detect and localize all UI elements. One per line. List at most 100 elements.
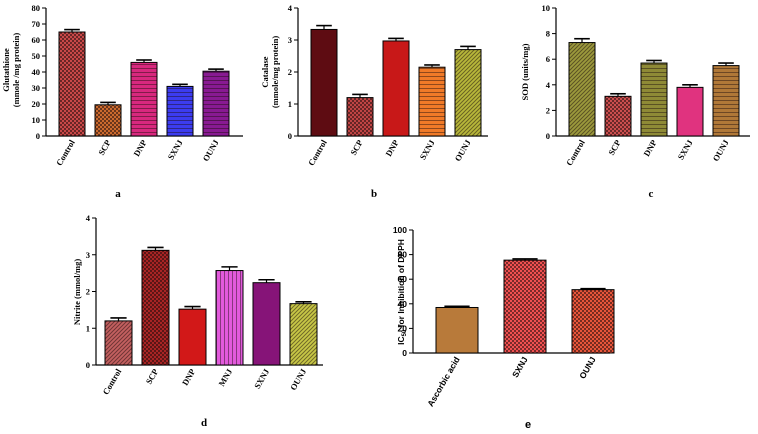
category-label: OUNJ: [201, 137, 222, 163]
category-label: DNP: [180, 367, 197, 387]
y-tick-label: 4: [546, 80, 551, 90]
bar: [676, 86, 704, 137]
bar: [310, 28, 338, 137]
category-label: DNP: [131, 138, 148, 158]
chart-panel-b: 0 1 2 3 4 Control SCP DNP SXNJ OUNJ Catalase (mmo…: [260, 3, 488, 200]
category-label: Control: [54, 137, 77, 167]
bar: [382, 40, 410, 137]
bar: [568, 42, 596, 137]
panel-c-plot: 0 2 4 6 8 10 Control SCP DNP SXNJ OUNJ: [542, 3, 750, 167]
y-tick-label: 10: [542, 3, 551, 13]
panel-a-label: a: [115, 188, 121, 200]
category-label: OUNJ: [577, 355, 598, 381]
category-label: Control: [564, 137, 587, 167]
panel-a-ylabel-line-2: (mmole /mg protein): [11, 33, 21, 108]
bar: [454, 49, 482, 137]
panel-b-ylabel-line-1: Catalase: [260, 56, 270, 87]
panel-b-plot: 0 1 2 3 4 Control SCP DNP SXNJ OUNJ: [288, 3, 488, 167]
bar: [418, 66, 446, 137]
panel-a-ylabel-line-1: Glutathione: [1, 48, 11, 92]
y-tick-label: 1: [288, 99, 292, 109]
bar: [130, 61, 158, 137]
y-tick-label: 100: [393, 225, 407, 235]
chart-panel-c: 0 2 4 6 8 10 Control SCP DNP SXNJ OUNJ SOD (units/…: [520, 3, 750, 200]
y-tick-label: 60: [398, 274, 408, 284]
chart-panel-a: 0 10 20 30 40 50 60 70 80 Control SCP DNP SXNJ OUNJ G…: [1, 3, 243, 200]
y-tick-label: 20: [398, 323, 408, 333]
y-tick-label: 80: [398, 250, 408, 260]
y-tick-label: 3: [86, 250, 90, 260]
y-tick-label: 60: [32, 35, 41, 45]
panel-c-label: c: [649, 188, 654, 200]
y-tick-label: 10: [32, 115, 41, 125]
category-label: OUNJ: [288, 366, 309, 392]
bar: [604, 95, 632, 137]
y-tick-label: 2: [546, 105, 550, 115]
category-label: SXNJ: [165, 137, 185, 161]
panel-e-ylabel-rest: for Inhibition of DPPH: [396, 239, 406, 330]
bar: [215, 270, 244, 366]
y-tick-label: 0: [288, 131, 292, 141]
category-label: SCP: [96, 138, 113, 157]
bar: [202, 70, 230, 137]
bar: [252, 282, 281, 366]
chart-panel-e: 0 20 40 60 80 100 Ascorbic acid SXNJ OUNJ IC50 f…: [393, 225, 615, 431]
y-tick-label: 40: [32, 67, 41, 77]
y-tick-label: 20: [32, 99, 41, 109]
panel-a-plot: 0 10 20 30 40 50 60 70 80 Control SCP DNP SXNJ OUNJ: [32, 3, 243, 167]
y-tick-label: 6: [546, 54, 550, 64]
y-tick-label: 0: [402, 348, 407, 358]
y-tick-label: 8: [546, 29, 550, 39]
category-label: Control: [306, 137, 329, 167]
panel-d-label: d: [201, 417, 207, 429]
category-label: Ascorbic acid: [425, 355, 462, 408]
panel-e-label: e: [525, 419, 531, 431]
category-label: SCP: [144, 367, 161, 386]
category-label: MNJ: [216, 366, 234, 388]
y-tick-label: 0: [86, 360, 90, 370]
category-label: OUNJ: [453, 137, 474, 163]
bar: [640, 62, 668, 137]
y-tick-label: 70: [32, 19, 41, 29]
bar: [94, 104, 122, 137]
panel-e-ylabel-main: IC: [396, 336, 406, 345]
panel-e-ylabel-sub: 50: [402, 329, 408, 336]
y-tick-label: 4: [288, 3, 293, 13]
y-tick-label: 3: [288, 35, 292, 45]
y-tick-label: 50: [32, 51, 41, 61]
bar: [178, 308, 207, 366]
y-tick-label: 80: [32, 3, 41, 13]
y-tick-label: 40: [398, 299, 408, 309]
bar: [166, 85, 194, 137]
panel-e-plot: 0 20 40 60 80 100 Ascorbic acid SXNJ OUNJ: [393, 225, 615, 408]
panel-b-ylabel-line-2: (mmole/mg protein): [270, 36, 280, 108]
y-tick-label: 1: [86, 323, 90, 333]
bar: [712, 65, 740, 137]
y-tick-label: 4: [86, 213, 91, 223]
panel-d-plot: 0 1 2 3 4 Control SCP DNP MNJ SXNJ OUNJ: [86, 213, 323, 396]
category-label: SCP: [348, 138, 365, 157]
category-label: SXNJ: [252, 366, 272, 390]
chart-panel-d: 0 1 2 3 4 Control SCP DNP MNJ SXNJ OUNJ Nitrite (m…: [72, 213, 323, 429]
bar: [58, 31, 86, 137]
bar: [141, 249, 170, 366]
panel-e-ylabel: IC50 for Inhibition of DPPH: [396, 239, 408, 345]
bar: [503, 259, 547, 354]
category-label: SXNJ: [417, 137, 437, 161]
category-label: Control: [100, 366, 123, 396]
y-tick-label: 2: [288, 67, 292, 77]
panel-d-ylabel: Nitrite (mmol/mg): [72, 259, 82, 325]
y-tick-label: 2: [86, 287, 90, 297]
category-label: SXNJ: [510, 355, 530, 379]
y-tick-label: 0: [36, 131, 40, 141]
bar: [104, 320, 133, 366]
bar: [289, 303, 318, 366]
category-label: DNP: [641, 138, 658, 158]
bar: [346, 97, 374, 137]
panel-b-label: b: [371, 188, 377, 200]
bar: [571, 289, 615, 354]
category-label: OUNJ: [711, 137, 732, 163]
category-label: SXNJ: [675, 137, 695, 161]
y-tick-label: 0: [546, 131, 550, 141]
